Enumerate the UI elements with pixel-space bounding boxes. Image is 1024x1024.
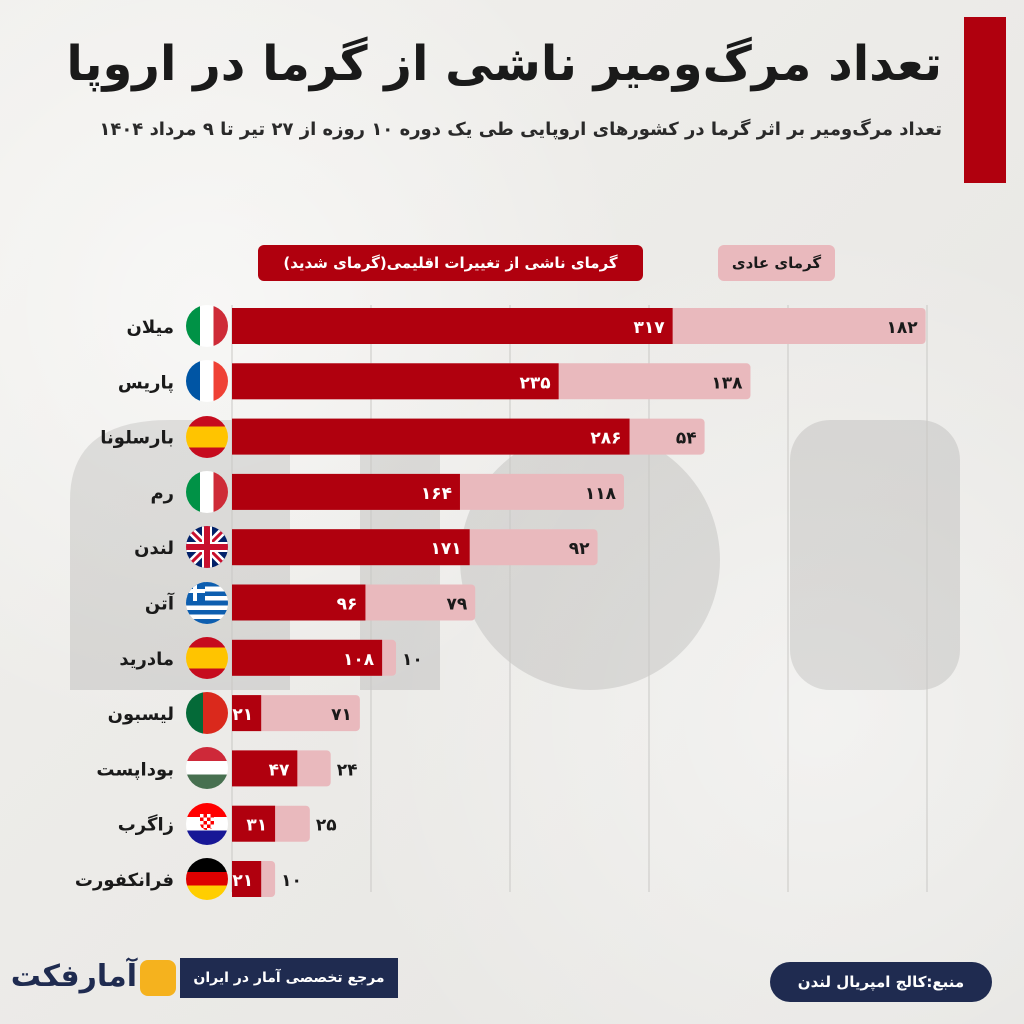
category-label: بارسلونا: [100, 428, 174, 449]
category-label: بوداپست: [96, 759, 174, 780]
value-label-normal: ۷۱: [331, 705, 352, 725]
bar-climate: [232, 639, 383, 676]
bar-climate: [232, 805, 276, 842]
value-label-climate: ۲۱: [232, 705, 253, 725]
portugal-flag-icon: [186, 692, 228, 735]
category-label: لیسبون: [108, 704, 174, 725]
bar-climate: [232, 750, 298, 787]
france-flag-icon: [186, 360, 228, 403]
category-label: پاریس: [118, 372, 174, 393]
spain-flag-icon: [186, 415, 228, 458]
category-label: مادرید: [119, 649, 174, 670]
brand-icon: [140, 960, 176, 996]
value-label-normal: ۱۰: [281, 871, 302, 891]
value-label-climate: ۱۶۴: [421, 484, 452, 504]
category-label: فرانکفورت: [75, 870, 174, 891]
value-label-normal: ۱۰: [402, 650, 423, 670]
value-label-normal: ۱۱۸: [585, 484, 617, 504]
value-label-normal: ۹۲: [569, 539, 590, 559]
value-label-climate: ۳۱۷: [633, 318, 665, 338]
uk-flag-icon: [186, 526, 228, 569]
croatia-flag-icon: [186, 802, 228, 845]
bar-climate: [232, 861, 262, 897]
category-label: زاگرب: [118, 814, 174, 836]
bar-climate: [232, 473, 460, 510]
value-label-normal: ۵۴: [676, 429, 697, 449]
value-label-normal: ۷۹: [446, 595, 467, 615]
greece-flag-icon: [186, 581, 228, 624]
value-label-normal: ۲۵: [316, 816, 337, 836]
value-label-climate: ۲۱: [232, 871, 253, 891]
value-label-climate: ۴۷: [269, 760, 290, 780]
category-label: لندن: [134, 538, 174, 559]
italy-flag-icon: [186, 470, 228, 513]
legend-normal: گرمای عادی: [718, 245, 835, 281]
value-label-climate: ۹۶: [337, 595, 358, 615]
bar-climate: [232, 584, 366, 621]
hungary-flag-icon: [186, 747, 228, 790]
bar-normal: [232, 695, 360, 732]
bar-climate: [232, 529, 470, 566]
bar-climate: [232, 418, 630, 455]
value-label-normal: ۱۸۲: [886, 318, 918, 338]
value-label-climate: ۱۰۸: [343, 650, 375, 670]
legend-climate: گرمای ناشی از تغییرات اقلیمی(گرمای شدید): [258, 245, 643, 281]
category-label: رم: [150, 483, 174, 504]
germany-flag-icon: [186, 858, 228, 900]
category-label: میلان: [126, 317, 174, 338]
brand-logo: آمارفکت: [10, 959, 137, 994]
value-label-climate: ۳۱: [246, 816, 267, 836]
brand-tagline: مرجع تخصصی آمار در ایران: [180, 958, 398, 998]
value-label-normal: ۱۳۸: [711, 373, 743, 393]
spain-flag-icon: [186, 636, 228, 679]
value-label-normal: ۲۴: [337, 760, 358, 780]
category-label: آتن: [145, 592, 175, 615]
bar-climate: [232, 308, 673, 344]
value-label-climate: ۱۷۱: [431, 539, 462, 559]
chart-title: تعداد مرگ‌ومیر ناشی از گرما در اروپا: [66, 36, 942, 92]
bar-climate: [232, 363, 559, 400]
italy-flag-icon: [186, 305, 228, 347]
chart-subtitle: تعداد مرگ‌ومیر بر اثر گرما در کشورهای ار…: [99, 119, 942, 140]
source-badge: منبع:کالج امپریال لندن: [770, 962, 992, 1002]
bar-climate: [232, 695, 262, 732]
value-label-climate: ۲۳۵: [520, 373, 551, 393]
value-label-climate: ۲۸۶: [590, 429, 621, 449]
accent-bar: [964, 17, 1006, 183]
